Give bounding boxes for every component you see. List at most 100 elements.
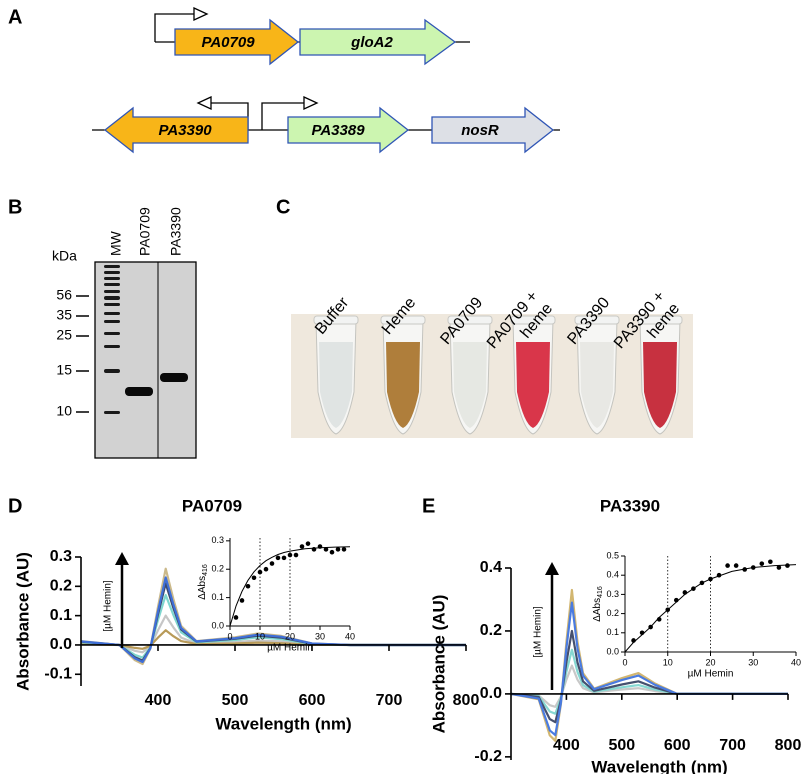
data-point [708,576,713,582]
tube-cap [313,315,359,325]
data-point [251,575,257,581]
chart-title: PA0709 [182,496,242,515]
data-point [785,563,790,568]
data-point [656,617,662,622]
y-tick-label: 0.4 [606,570,619,580]
lane-label: MW [108,230,124,256]
data-point [733,563,739,568]
tube-cap [637,315,683,325]
annotation-arrowhead [115,552,129,565]
x-tick-label: 500 [222,692,249,709]
data-point [311,547,317,552]
panel-label: C [276,196,290,218]
tube-liquid [643,342,677,428]
ladder [104,265,120,414]
y-tick-label: 0.2 [606,608,619,618]
y-axis-title-subscript: 416 [597,586,604,598]
data-point [776,565,782,570]
promoter-head [193,6,209,22]
y-axis-title: ΔAbs416 [592,586,604,622]
promoter-head [196,95,212,111]
y-tick-label: 0.0 [211,620,224,630]
gene-label: nosR [461,122,499,139]
tube-cap [574,315,620,325]
x-tick-label: 40 [791,657,801,667]
annotation-arrowhead [545,562,559,575]
y-axis-title-main: ΔAbs [197,576,208,600]
x-tick-label: 0 [622,657,627,667]
gene-label: PA3389 [311,122,365,139]
marker-label: 10 [56,403,72,419]
x-tick-label: 30 [748,657,758,667]
promoter-head [303,95,319,111]
y-tick-label: 0.1 [211,592,224,602]
protein-band [160,373,188,382]
tube-cap [510,315,556,325]
x-tick-label: 20 [285,631,295,641]
x-axis-title: Wavelength (nm) [215,714,351,733]
y-tick-label: 0.0 [480,685,502,702]
panel-label: D [8,495,22,517]
annotation: [µM Hemin] [103,580,114,632]
x-axis-title: Wavelength (nm) [591,757,727,774]
tube-liquid [453,342,487,428]
y-tick-label: 0.3 [50,548,72,565]
y-tick-label: 0.2 [50,578,72,595]
tube-liquid [580,342,614,428]
chart-title: PA3390 [600,496,660,515]
x-tick-label: 800 [775,737,802,754]
x-tick-label: 40 [345,631,355,641]
tube-liquid [319,342,353,428]
spectrum-line [80,576,466,664]
data-point [239,598,245,603]
x-tick-label: 800 [453,692,480,709]
data-point [631,638,636,643]
data-point [233,615,239,620]
x-tick-label: 500 [608,737,635,754]
panel-label: B [8,196,22,218]
y-axis-title-subscript: 416 [202,564,209,576]
annotation: [µM Hemin] [533,606,544,658]
y-tick-label: 0.1 [50,607,72,624]
y-tick-label: 0.0 [50,636,72,653]
x-tick-label: 600 [299,692,326,709]
tube-liquid [516,342,550,428]
x-tick-label: 0 [227,631,232,641]
y-tick-label: 0.2 [211,564,224,574]
data-point [341,547,347,552]
marker-label: 15 [56,362,72,378]
y-axis-title: Absorbance (AU) [429,595,448,734]
y-tick-label: -0.1 [44,665,72,682]
data-point [725,563,730,568]
promoter [154,13,205,42]
panel-label: E [422,495,435,517]
data-point [674,597,679,603]
data-point [299,544,305,549]
gene-arrow [103,106,249,154]
data-point [768,559,773,565]
tube-cap [447,315,493,325]
marker-label: 25 [56,327,72,343]
x-tick-label: 30 [315,631,325,641]
data-point [691,586,696,591]
data-point [305,541,311,546]
gene-arrow [431,106,555,154]
data-point [750,565,756,570]
gel [94,261,197,459]
gene-arrow [174,18,300,66]
data-point [742,567,747,572]
data-point [269,561,275,566]
y-tick-label: 0.0 [606,646,619,656]
y-tick-label: 0.2 [480,622,502,639]
promoter [261,102,306,130]
tube-photo [291,314,693,438]
gene-label: PA3390 [158,122,212,139]
data-point [287,552,293,558]
x-tick-label: 10 [255,631,265,641]
data-point [682,590,688,595]
data-point [323,547,329,552]
y-axis-title: ΔAbs416 [197,564,209,600]
data-point [257,569,263,575]
y-tick-label: 0.3 [606,589,619,599]
data-point [263,566,269,572]
